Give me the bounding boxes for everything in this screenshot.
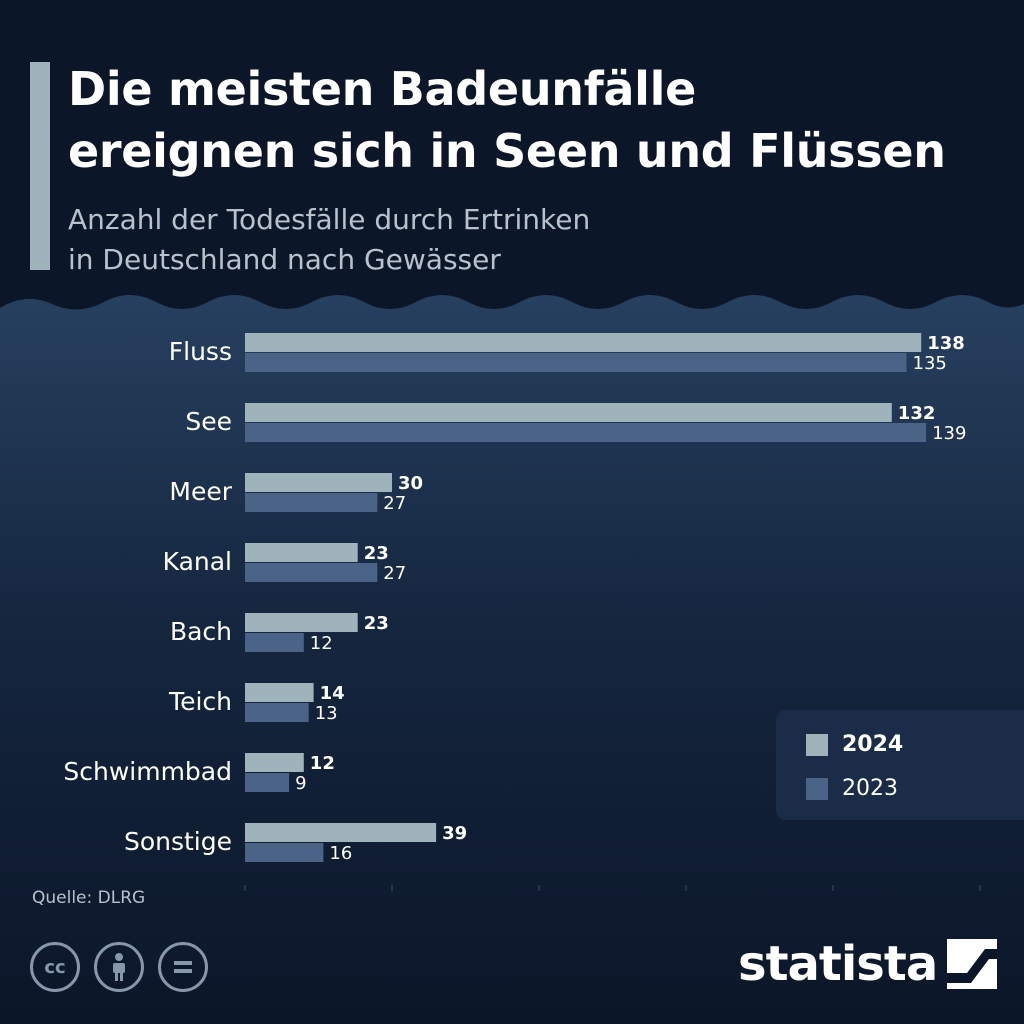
attribution-icon[interactable] [94, 942, 144, 992]
data-label-2024: 138 [927, 333, 965, 354]
cc-icon[interactable]: cc [30, 942, 80, 992]
data-label-2024: 23 [364, 613, 389, 634]
data-label-2023: 135 [913, 353, 947, 374]
bar-2023-bach [245, 633, 304, 652]
license-icons: cc [30, 942, 208, 992]
statista-logo-icon [947, 939, 998, 989]
bar-2023-see [245, 423, 927, 442]
bar-2024-fluss [245, 333, 922, 352]
legend-item-2024: 2024 [806, 732, 903, 757]
bar-2023-teich [245, 703, 309, 722]
category-label: Kanal [163, 547, 232, 576]
category-label: Meer [169, 477, 232, 506]
bar-2023-schwimmbad [245, 773, 290, 792]
chart-subtitle: Anzahl der Todesfälle durch Ertrinken in… [68, 203, 591, 276]
data-label-2024: 14 [320, 683, 345, 704]
data-label-2024: 23 [364, 543, 389, 564]
category-label: Schwimmbad [63, 757, 232, 786]
data-label-2024: 39 [442, 823, 467, 844]
data-label-2023: 13 [315, 703, 338, 724]
data-label-2023: 12 [310, 633, 333, 654]
no-derivatives-icon[interactable] [158, 942, 208, 992]
data-label-2024: 132 [898, 403, 936, 424]
bar-2023-fluss [245, 353, 907, 372]
title-accent-bar [30, 62, 50, 270]
category-label: Bach [170, 617, 232, 646]
legend-swatch-2023 [806, 777, 828, 800]
bar-2024-sonstige [245, 823, 437, 842]
legend-label-2023: 2023 [842, 776, 898, 801]
bar-2023-meer [245, 493, 378, 512]
chart-title: Die meisten Badeunfälle ereignen sich in… [68, 62, 946, 178]
statista-brand[interactable]: statista [738, 936, 998, 992]
bar-2024-kanal [245, 543, 358, 562]
category-label: See [185, 407, 232, 436]
brand-wordmark: statista [738, 936, 938, 992]
data-label-2023: 139 [932, 423, 966, 444]
legend-label-2024: 2024 [842, 732, 904, 757]
data-label-2024: 12 [310, 753, 335, 774]
category-label: Fluss [169, 337, 232, 366]
category-label: Teich [168, 687, 232, 716]
bar-2024-see [245, 403, 892, 422]
source-note: Quelle: DLRG [32, 888, 146, 908]
category-label: Sonstige [124, 827, 232, 856]
bar-2024-teich [245, 683, 314, 702]
data-label-2023: 27 [383, 563, 406, 584]
bar-2024-meer [245, 473, 392, 492]
bar-2023-kanal [245, 563, 378, 582]
bar-2024-bach [245, 613, 358, 632]
data-label-2023: 27 [383, 493, 406, 514]
data-label-2023: 9 [295, 773, 306, 794]
legend-swatch-2024 [806, 733, 828, 756]
data-label-2023: 16 [329, 843, 352, 864]
legend-item-2023: 2023 [806, 776, 898, 801]
bar-2024-schwimmbad [245, 753, 304, 772]
bar-2023-sonstige [245, 843, 324, 862]
data-label-2024: 30 [398, 473, 423, 494]
legend: 2024 2023 [776, 710, 1024, 820]
